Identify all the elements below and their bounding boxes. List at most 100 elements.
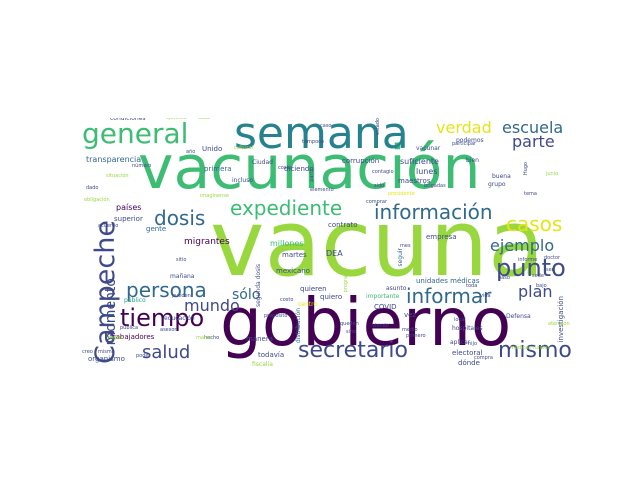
word-corrupcion: corrupción [342, 157, 380, 165]
word-situacion: situación [106, 173, 129, 179]
word-segunda-dosis: segunda dosis [255, 264, 262, 308]
word-investigacion: investigación [557, 296, 565, 343]
word-incluso: incluso [232, 177, 254, 184]
word-informacion: información [374, 200, 493, 224]
word-unido: Unido [202, 145, 223, 153]
word-programa: programa [343, 268, 349, 293]
word-viendo: viendo [372, 323, 389, 329]
word-maestros: maestros [398, 177, 431, 185]
word-informar: informar [406, 284, 492, 308]
word-grupo: grupo [488, 181, 506, 188]
word-ano: año [186, 149, 196, 155]
word-primero: primero [406, 333, 426, 339]
word-dosis: dosis [154, 206, 206, 230]
word-educacion: educación [164, 315, 195, 322]
word-vida: vida [480, 293, 491, 299]
word-quiero: quiero [320, 293, 343, 301]
word-hijo: hijo [468, 341, 478, 347]
word-vacunacion: vacunación [138, 133, 481, 203]
word-donde: dónde [458, 359, 480, 367]
word-hecho: hecho [204, 335, 220, 341]
word-persona: persona [126, 278, 207, 302]
word-punto: punto [496, 254, 566, 282]
word-queden: queden [340, 321, 359, 327]
word-contrato: contrato [328, 221, 358, 229]
word-parte: parte [512, 132, 555, 151]
word-sede: sede [532, 273, 544, 279]
word-mes: mes [400, 243, 411, 249]
word-numero: número [132, 163, 152, 169]
word-expediente: expediente [230, 196, 343, 220]
word-elemento: elemento [310, 187, 334, 193]
word-sino: sino [346, 329, 357, 335]
word-junio: junio [546, 171, 559, 177]
word-organismo: organismo [88, 355, 125, 363]
word-transparencia: transparencia [86, 155, 142, 164]
word-escuela: escuela [502, 118, 564, 137]
word-asunto: asunto [386, 285, 407, 292]
word-marzo: marzo [196, 335, 212, 341]
word-partir: partir [309, 168, 315, 182]
word-obligacion: obligación [84, 197, 110, 203]
word-condiciones: condiciones [110, 118, 146, 122]
word-semana: semana [234, 118, 409, 159]
word-sido: sido [374, 183, 385, 189]
word-sitio: sitio [176, 257, 187, 263]
word-hugo: Hugo [523, 162, 529, 176]
word-tema: tema [524, 191, 537, 197]
word-distribucion: distribución [295, 308, 302, 344]
word-bajo: bajo [536, 283, 547, 289]
word-trabajadores: trabajadores [110, 333, 155, 341]
word-estado: estado [375, 118, 381, 135]
word-seguir: seguir [397, 248, 404, 267]
word-comprar: comprar [366, 199, 388, 205]
word-centro: centro [298, 301, 318, 308]
word-publico: público [124, 297, 146, 304]
word-medio: medio [402, 327, 418, 333]
word-gente: gente [146, 225, 167, 233]
word-contagio: contagio [372, 169, 394, 175]
word-electoral: electoral [452, 349, 483, 357]
word-dea: DEA [326, 249, 343, 258]
word-solo: sólo [232, 287, 261, 303]
word-manera: manera [246, 335, 274, 343]
word-empresa: empresa [426, 233, 457, 241]
word-ejemplo: ejemplo [490, 236, 555, 255]
word-plan: plan [518, 282, 553, 301]
word-cosas: cosas [278, 165, 293, 171]
word-tampoco: tampoco [302, 139, 324, 145]
word-misma: misma [98, 349, 115, 355]
word-ejercicio: ejercicio [166, 118, 187, 121]
word-vacuna: vacuna [210, 190, 545, 297]
word-cloud: vacunación vacuna gobierno semana genera… [80, 118, 576, 366]
word-quieren: quieren [300, 285, 327, 293]
word-dado: dado [86, 185, 99, 191]
word-doctor: doctor [544, 255, 561, 261]
word-verdad: verdad [436, 118, 492, 137]
word-asesor: asesor [160, 327, 177, 333]
word-cada: cada [198, 118, 211, 121]
word-importante: importante [366, 293, 400, 300]
word-lunes: lunes [416, 167, 438, 176]
word-migrantes: migrantes [184, 237, 230, 247]
word-martes: martes [282, 251, 307, 259]
word-buena: buena [492, 173, 511, 180]
word-presidente: presidente [388, 191, 415, 197]
word-brigadas: brigadas [424, 183, 446, 189]
word-participar: participar [452, 141, 477, 147]
word-manana: mañana [170, 273, 195, 280]
word-medicas-rurales: médicas rurales [510, 345, 550, 351]
word-publica: pública [120, 325, 139, 331]
word-cultural: cultural [234, 145, 253, 151]
word-secretario: secretario [298, 338, 408, 363]
word-ciudad: Ciudad [252, 159, 273, 166]
word-acuerdo: acuerdo [98, 223, 119, 229]
word-diciendo: diciendo [284, 165, 314, 173]
word-informe: informe [518, 257, 538, 263]
word-defensa: Defensa [506, 313, 531, 320]
word-toda: toda [466, 283, 478, 289]
word-todavia: todavía [258, 351, 285, 359]
word-vez: vez [404, 311, 417, 319]
word-podemos: podemos [456, 137, 484, 144]
word-tiempo: tiempo [120, 304, 205, 332]
